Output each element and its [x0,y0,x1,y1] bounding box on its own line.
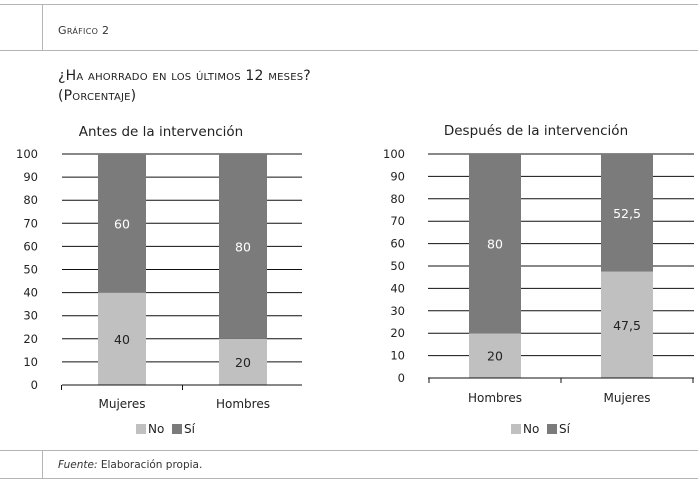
y-tick-label: 20 [23,332,38,346]
legend-swatch-no [136,424,146,434]
y-tick-label: 20 [390,326,405,340]
y-tick-label: 70 [23,216,38,230]
y-tick-label: 60 [23,239,38,253]
bar-segment-si [98,154,146,293]
bar-segment-si [469,154,521,334]
y-tick-label: 10 [23,355,38,369]
data-label: 80 [487,237,503,252]
data-label: 60 [114,216,130,231]
source-divider [42,450,43,478]
x-category-label: Mujeres [604,391,651,405]
data-label: 47,5 [613,318,641,333]
data-label: 52,5 [613,206,641,221]
chart-title: Después de la intervención [444,123,628,139]
y-tick-label: 0 [398,371,405,385]
y-tick-label: 30 [23,309,38,323]
x-category-label: Mujeres [99,397,146,411]
top-rule [0,4,698,5]
y-tick-label: 90 [390,169,405,183]
y-tick-label: 80 [390,192,405,206]
bar-segment-no [219,338,267,385]
bar-segment-no [601,271,653,378]
y-tick-label: 80 [23,193,38,207]
source-text: Elaboración propia. [100,459,203,471]
legend-swatch-si [547,424,557,434]
charts: Antes de la intervención 0 10 20 30 40 50 60 70 8… [16,123,694,436]
bar-segment-si [219,154,267,339]
caption-divider [42,4,43,50]
data-label: 20 [235,355,251,370]
x-category-label: Hombres [216,397,270,411]
y-tick-label: 60 [390,237,405,251]
legend-label: No [523,422,539,436]
figure-caption: Gráfico 2 [58,24,110,37]
y-tick-label: 100 [383,147,405,161]
y-tick-label: 90 [23,170,38,184]
data-label: 20 [487,349,503,364]
data-label: 40 [114,332,130,347]
figure-title-line2: (Porcentaje) [58,88,137,104]
legend-swatch-si [172,424,182,434]
y-tick-label: 10 [390,349,405,363]
source-note: Fuente: Elaboración propia. [58,459,202,471]
figure-title: ¿Ha ahorrado en los últimos 12 meses? (P… [58,66,311,106]
y-tick-label: 30 [390,304,405,318]
bar-segment-si [601,154,653,272]
y-tick-label: 70 [390,214,405,228]
source-label: Fuente: [58,459,98,471]
y-tick-label: 0 [31,378,38,392]
source-rule [0,450,698,451]
y-tick-label: 40 [390,281,405,295]
bar-segment-no [98,292,146,385]
y-tick-label: 50 [23,263,38,277]
caption-rule [0,50,698,51]
y-tick-label: 50 [390,259,405,273]
legend-label: Sí [184,422,196,436]
x-category-label: Hombres [468,391,522,405]
bottom-rule [0,478,698,479]
legend-label: Sí [559,422,571,436]
y-tick-label: 100 [16,147,38,161]
chart-title: Antes de la intervención [79,124,244,140]
data-label: 80 [235,239,251,254]
legend-label: No [148,422,164,436]
figure-title-line1: ¿Ha ahorrado en los últimos 12 meses? [58,68,311,84]
y-tick-label: 40 [23,286,38,300]
bar-segment-no [469,333,521,378]
legend-swatch-no [511,424,521,434]
